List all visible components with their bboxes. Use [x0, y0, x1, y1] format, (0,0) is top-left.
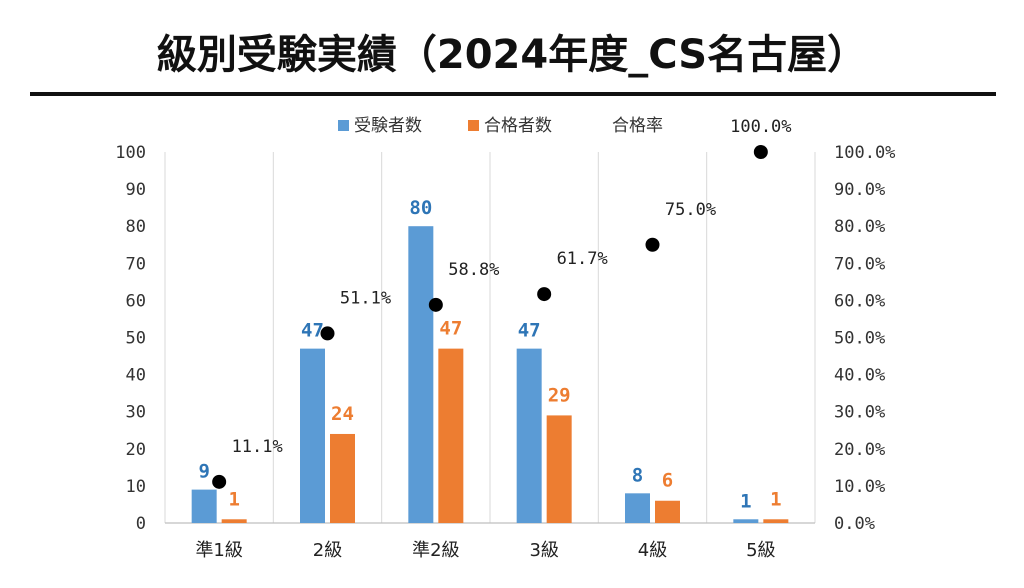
bar [191, 489, 217, 523]
x-tick-label: 3級 [529, 540, 558, 561]
y-tick-label: 70 [126, 254, 146, 274]
data-labels: 94780478112447296111.1%51.1%58.8%61.7%75… [198, 117, 791, 512]
bar-value-label: 47 [439, 318, 462, 340]
y2-tick-label: 70.0% [834, 254, 885, 274]
y2-tick-label: 80.0% [834, 217, 885, 237]
y-tick-label: 100 [115, 143, 146, 163]
rate-point [537, 287, 552, 302]
y-tick-label: 80 [126, 217, 146, 237]
bar [763, 519, 789, 523]
y-axis-right: 0.0% 10.0% 20.0% 30.0% 40.0% 50.0% 60.0% 70.0% 8… [834, 143, 895, 534]
y-axis-left: 0 10 20 30 40 50 60 70 80 90 100 [115, 143, 146, 534]
y2-tick-label: 10.0% [834, 477, 885, 497]
legend-swatch [468, 120, 479, 131]
bar [408, 226, 434, 523]
y-tick-label: 0 [136, 514, 146, 534]
bar-value-label: 29 [548, 384, 571, 406]
grid [164, 152, 816, 524]
bar-value-label: 47 [301, 320, 324, 342]
y-tick-label: 90 [126, 180, 146, 200]
bar [546, 415, 572, 523]
y2-tick-label: 0.0% [834, 514, 875, 534]
bar [300, 348, 325, 523]
bar-value-label: 80 [409, 197, 432, 219]
bar [625, 493, 650, 523]
y2-tick-label: 50.0% [834, 329, 885, 349]
y2-tick-label: 60.0% [834, 291, 885, 311]
bar-value-label: 9 [198, 461, 209, 483]
y2-tick-label: 20.0% [834, 440, 885, 460]
rate-value-label: 58.8% [448, 260, 499, 280]
y2-tick-label: 100.0% [834, 143, 895, 163]
bar-value-label: 1 [740, 490, 751, 512]
rate-value-label: 51.1% [340, 288, 391, 308]
y-tick-label: 60 [126, 291, 146, 311]
legend-label: 合格者数 [484, 116, 552, 136]
bar-value-label: 1 [228, 488, 239, 510]
rate-point [645, 237, 660, 252]
rate-value-label: 61.7% [557, 249, 608, 269]
rate-point [212, 474, 227, 489]
bar [733, 519, 759, 523]
bar-value-label: 6 [662, 470, 673, 492]
legend-label: 受験者数 [354, 116, 422, 136]
rate-point [320, 326, 335, 341]
y-tick-label: 50 [126, 329, 146, 349]
y-tick-label: 20 [126, 440, 146, 460]
x-tick-label: 4級 [638, 540, 667, 561]
bar-value-label: 24 [331, 403, 354, 425]
x-tick-label: 準2級 [412, 540, 459, 561]
y2-tick-label: 90.0% [834, 180, 885, 200]
legend: 受験者数 合格者数 合格率 [338, 116, 663, 136]
rate-value-label: 11.1% [232, 437, 283, 457]
bar [655, 500, 680, 523]
y2-tick-label: 30.0% [834, 403, 885, 423]
legend-swatch [338, 120, 349, 131]
x-axis: 準1級 2級 準2級 3級 4級 5級 [195, 540, 775, 561]
x-tick-label: 準1級 [195, 540, 242, 561]
bar [438, 348, 464, 523]
bar-value-label: 8 [632, 464, 643, 486]
rate-points [212, 145, 768, 489]
y-tick-label: 30 [126, 403, 146, 423]
rate-value-label: 100.0% [730, 117, 791, 137]
bars [191, 226, 789, 523]
rate-point [753, 145, 768, 159]
bar-value-label: 47 [518, 320, 541, 342]
bar [221, 519, 247, 523]
bar-value-label: 1 [770, 488, 781, 510]
bar [330, 433, 355, 523]
rate-point [428, 297, 443, 312]
bar [516, 348, 542, 523]
y2-tick-label: 40.0% [834, 366, 885, 386]
rate-value-label: 75.0% [665, 200, 716, 220]
x-tick-label: 2級 [313, 540, 342, 561]
x-tick-label: 5級 [746, 540, 775, 561]
legend-label: 合格率 [612, 116, 663, 136]
y-tick-label: 10 [126, 477, 146, 497]
chart-title: 級別受験実績（2024年度_CS名古屋） [157, 32, 867, 78]
y-tick-label: 40 [126, 366, 146, 386]
